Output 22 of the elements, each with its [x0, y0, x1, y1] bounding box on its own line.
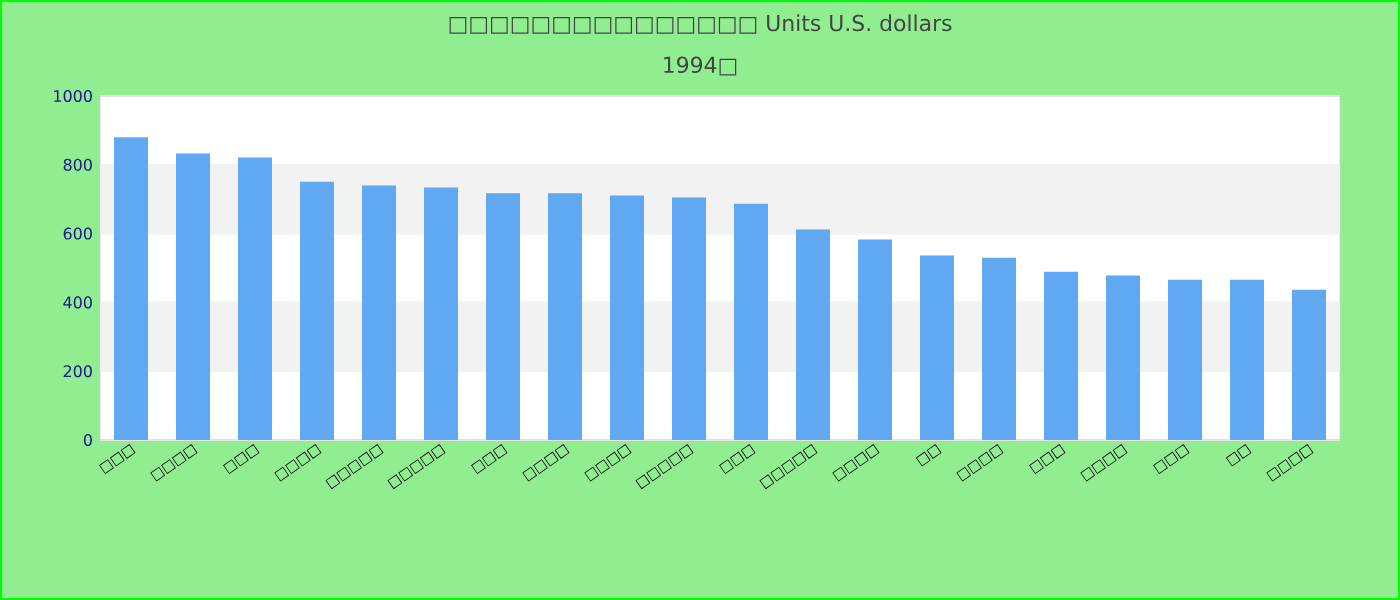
chart-title: □□□□□□□□□□□□□□□ Units U.S. dollars	[449, 14, 952, 34]
bar	[362, 185, 397, 440]
bar	[1292, 289, 1327, 440]
bar	[672, 197, 707, 440]
bar	[238, 157, 273, 440]
bar	[176, 153, 211, 440]
chart-subtitle: 1994□	[664, 56, 737, 76]
bar	[982, 257, 1017, 440]
bar	[858, 239, 893, 440]
bar	[1230, 279, 1265, 440]
bar	[300, 181, 335, 440]
bar	[486, 193, 521, 440]
bar	[920, 255, 955, 440]
bar	[114, 137, 149, 440]
bar	[734, 203, 769, 440]
bar	[796, 229, 831, 440]
bar	[424, 187, 459, 440]
bar	[610, 195, 645, 440]
bar	[1044, 271, 1079, 440]
bar	[1106, 275, 1141, 440]
bar	[1168, 279, 1203, 440]
bar	[548, 193, 583, 440]
